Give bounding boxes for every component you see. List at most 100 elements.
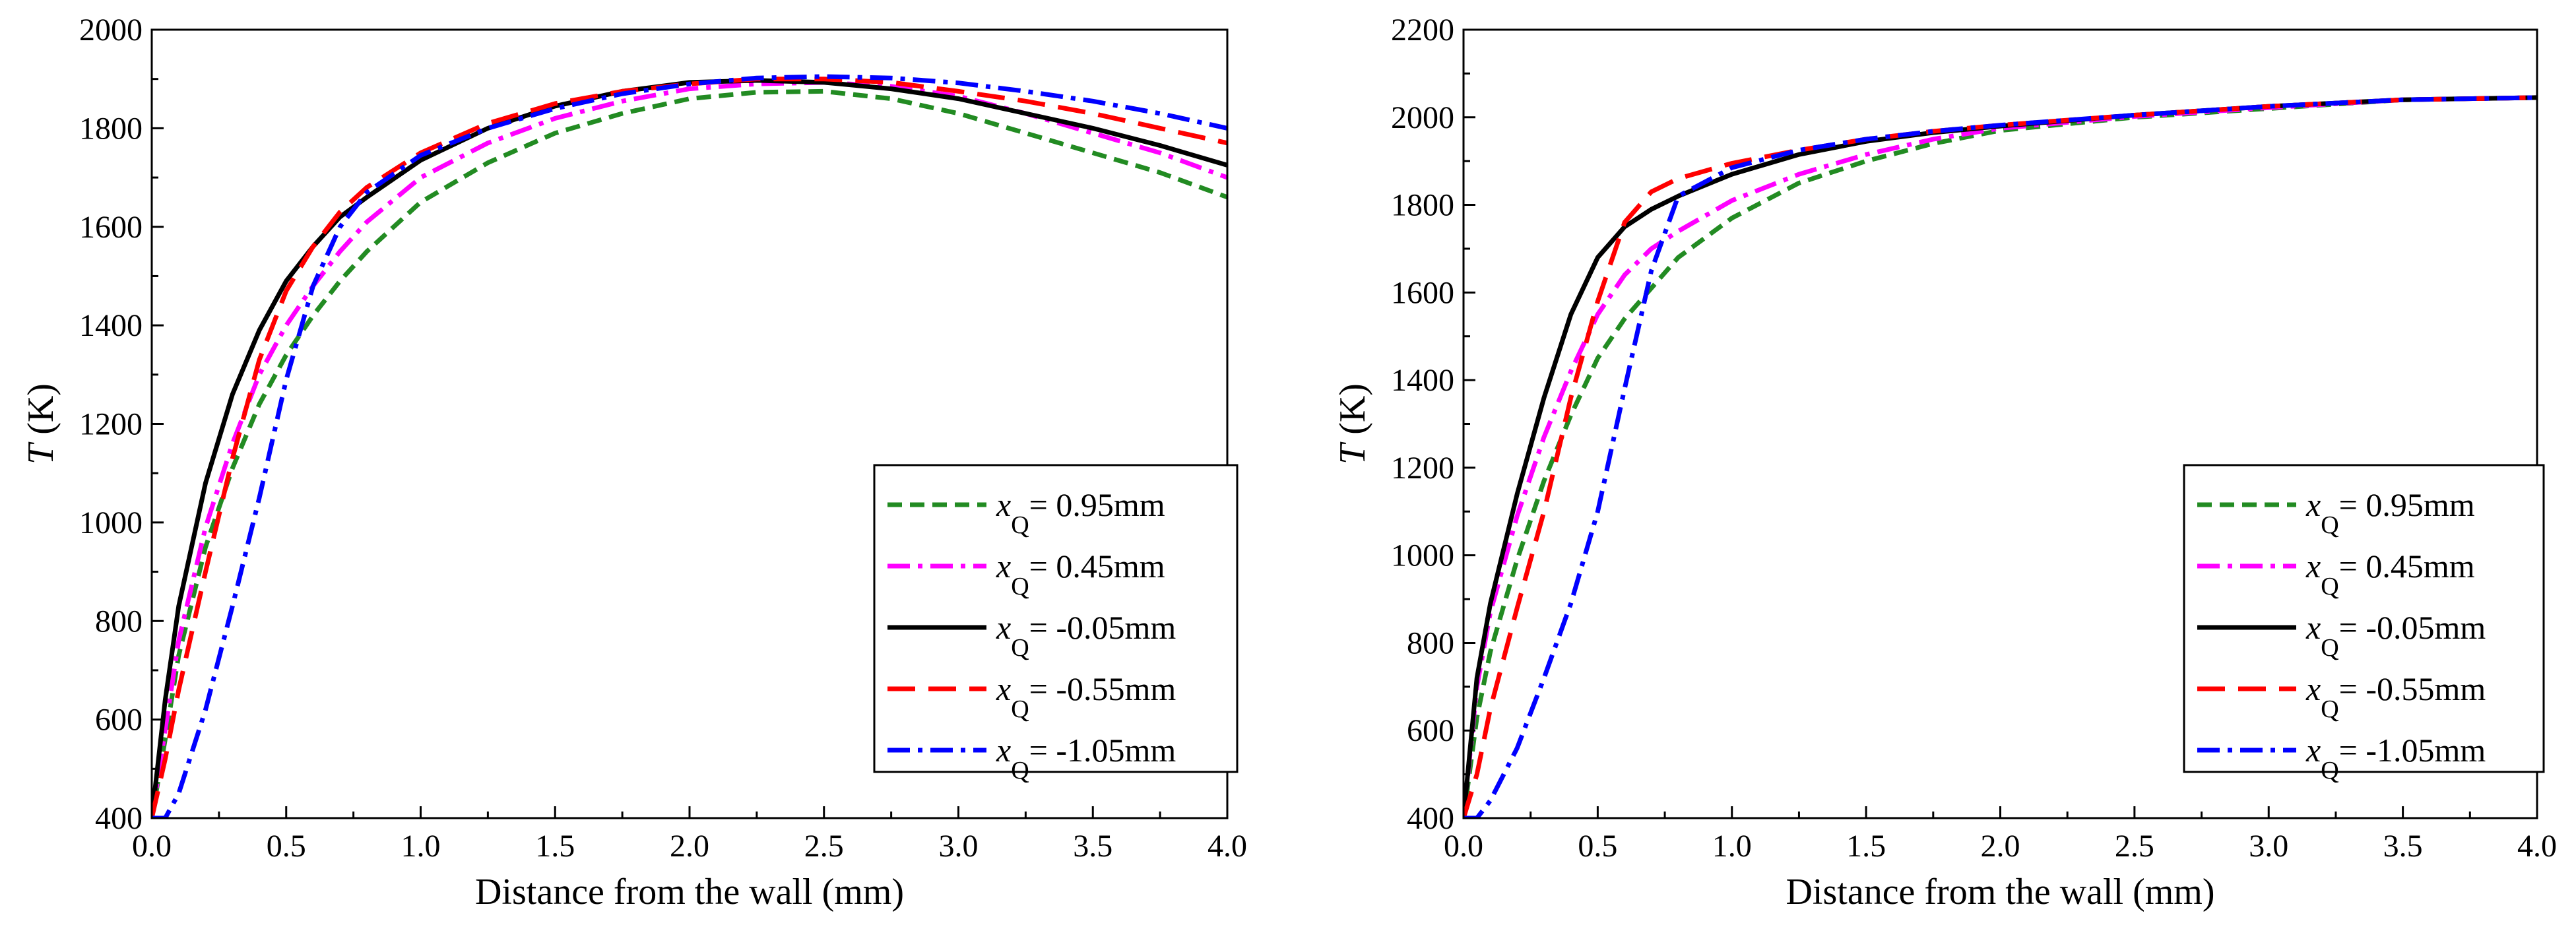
series-line-3 (152, 77, 1227, 818)
x-tick-label: 3.5 (1073, 829, 1112, 864)
x-tick-label: 3.0 (939, 829, 979, 864)
series-line-2 (152, 78, 1227, 818)
legend-series-name: = 0.45mm (1029, 548, 1165, 585)
legend-entry-1: xQ= 0.45mm (2305, 548, 2475, 600)
x-tick-label: 2.0 (670, 829, 709, 864)
legend-symbol-subscript: Q (1011, 695, 1029, 723)
y-tick-label: 1200 (1391, 451, 1454, 486)
y-tick-label: 400 (95, 801, 143, 836)
legend-symbol-x: x (2305, 486, 2321, 523)
y-tick-label: 1400 (79, 308, 143, 343)
legend-symbol-x: x (2305, 609, 2321, 646)
legend-symbol-x: x (996, 548, 1011, 585)
x-tick-label: 3.5 (2383, 829, 2423, 864)
legend-symbol-subscript: Q (2321, 757, 2338, 784)
series-line-0 (152, 88, 1227, 818)
x-tick-label: 0.5 (1578, 829, 1617, 864)
y-tick-label: 2000 (1391, 100, 1454, 135)
y-tick-label: 1600 (1391, 275, 1454, 310)
right-chart-panel: 0.0 0.5 1.0 1.5 2.0 2.5 3.0 3.5 4.0 400 600 800 1000… (1332, 13, 2557, 912)
legend-entry-3: xQ= -0.55mm (996, 670, 1176, 723)
series-lines (1464, 95, 2537, 818)
x-tick-label: 0.0 (1444, 829, 1483, 864)
y-tick-label: 600 (95, 703, 143, 738)
legend-symbol-subscript: Q (2321, 573, 2338, 600)
y-tick-label: 2000 (79, 13, 143, 48)
y-tick-label: 1800 (79, 111, 143, 146)
legend-entry-1: xQ= 0.45mm (996, 548, 1165, 600)
legend-entry-2: xQ= -0.05mm (996, 609, 1176, 662)
series-line-3 (1464, 95, 2537, 818)
x-tick-label: 2.5 (2115, 829, 2154, 864)
x-tick-label: 2.0 (1981, 829, 2020, 864)
legend-series-name: = -1.05mm (2339, 732, 2486, 769)
legend-symbol-x: x (2305, 732, 2321, 769)
left-chart-panel: 0.0 0.5 1.0 1.5 2.0 2.5 3.0 3.5 4.0 400 600 800 1000… (20, 13, 1247, 912)
x-tick-label: 1.5 (1846, 829, 1886, 864)
y-tick-label: 1800 (1391, 188, 1454, 223)
legend-entry-2: xQ= -0.05mm (2305, 609, 2486, 662)
legend-series-name: = -0.05mm (2339, 609, 2486, 646)
legend-symbol-x: x (996, 609, 1011, 646)
x-tick-label: 1.5 (535, 829, 575, 864)
x-tick-label: 0.5 (267, 829, 306, 864)
legend-symbol-x: x (996, 486, 1011, 523)
x-tick-label: 3.0 (2249, 829, 2288, 864)
y-tick-label: 1600 (79, 210, 143, 245)
x-tick-label: 4.0 (2517, 829, 2557, 864)
legend-entry-4: xQ= -1.05mm (2305, 732, 2486, 784)
legend-series-name: = 0.45mm (2339, 548, 2475, 585)
legend-symbol-subscript: Q (2321, 634, 2338, 662)
legend-entry-4: xQ= -1.05mm (996, 732, 1176, 784)
legend-box (2183, 464, 2545, 773)
y-axis-label: T (K) (1332, 383, 1373, 464)
legend-series-name: = -0.05mm (1029, 609, 1176, 646)
legend-symbol-subscript: Q (2321, 695, 2338, 723)
legend-symbol-x: x (2305, 670, 2321, 707)
y-axis-label-symbol: T (1332, 441, 1373, 464)
legend-entry-0: xQ= 0.95mm (2305, 486, 2475, 539)
legend-series-name: = -1.05mm (1029, 732, 1176, 769)
x-axis-label: Distance from the wall (mm) (1786, 872, 2214, 912)
legend-symbol-subscript: Q (1011, 511, 1029, 539)
x-tick-label: 0.0 (132, 829, 172, 864)
y-axis-label-unit: (K) (1332, 383, 1373, 444)
y-axis-label-symbol: T (20, 441, 61, 464)
y-tick-label: 800 (95, 604, 143, 639)
series-line-0 (1464, 95, 2537, 818)
x-tick-label: 1.0 (401, 829, 441, 864)
legend-symbol-x: x (2305, 548, 2321, 585)
legend-box (873, 464, 1239, 773)
series-lines (152, 74, 1227, 818)
legend-symbol-x: x (996, 732, 1011, 769)
x-axis-label: Distance from the wall (mm) (475, 872, 904, 912)
legend-entry-0: xQ= 0.95mm (996, 486, 1165, 539)
x-tick-label: 4.0 (1208, 829, 1247, 864)
legend-entry-3: xQ= -0.55mm (2305, 670, 2486, 723)
y-axis-label-unit: (K) (20, 383, 61, 444)
legend-symbol-subscript: Q (2321, 511, 2338, 539)
y-tick-label: 600 (1407, 713, 1454, 748)
legend-series-name: = -0.55mm (1029, 670, 1176, 707)
y-tick-label: 2200 (1391, 13, 1454, 48)
legend-symbol-subscript: Q (1011, 573, 1029, 600)
legend-symbol-subscript: Q (1011, 634, 1029, 662)
y-axis-label: T (K) (20, 383, 61, 464)
y-tick-label: 1400 (1391, 363, 1454, 398)
series-line-4 (1464, 95, 2537, 818)
y-tick-label: 1000 (1391, 538, 1454, 573)
legend-symbol-subscript: Q (1011, 757, 1029, 784)
y-tick-label: 800 (1407, 625, 1454, 660)
legend-series-name: = 0.95mm (2339, 486, 2475, 523)
legend-series-name: = 0.95mm (1029, 486, 1165, 523)
y-tick-label: 400 (1407, 801, 1454, 836)
y-tick-label: 1000 (79, 505, 143, 540)
x-tick-label: 2.5 (804, 829, 844, 864)
legend-series-name: = -0.55mm (2339, 670, 2486, 707)
legend-symbol-x: x (996, 670, 1011, 707)
x-tick-label: 1.0 (1712, 829, 1752, 864)
y-tick-label: 1200 (79, 407, 143, 442)
